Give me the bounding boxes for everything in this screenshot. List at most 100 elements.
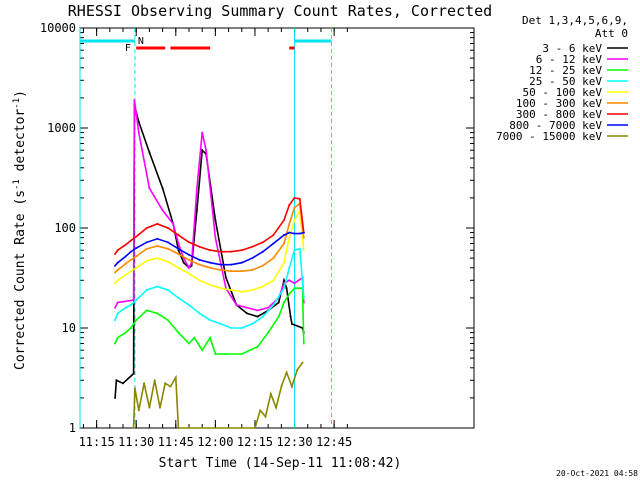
legend-header-line1: Det 1,3,4,5,6,9,	[522, 14, 628, 27]
data-point	[224, 352, 227, 355]
data-point	[195, 187, 198, 190]
data-point	[114, 319, 117, 322]
data-point	[251, 257, 254, 260]
data-point	[298, 247, 301, 250]
data-point	[187, 342, 190, 345]
data-point	[122, 382, 125, 385]
data-point	[282, 301, 285, 304]
data-point	[214, 352, 217, 355]
data-point	[187, 253, 190, 256]
data-point	[132, 427, 135, 429]
data-point	[143, 382, 146, 385]
legend-label: 50 - 100 keV	[523, 86, 603, 99]
data-point	[114, 271, 117, 274]
data-point	[219, 322, 222, 325]
series-line	[114, 247, 305, 329]
data-point	[132, 299, 135, 302]
data-point	[288, 292, 291, 295]
data-point	[209, 261, 212, 264]
data-point	[174, 376, 177, 379]
data-point	[129, 258, 132, 261]
data-point	[280, 385, 283, 388]
data-point	[133, 387, 136, 390]
x-axis-label: Start Time (14-Sep-11 11:08:42)	[159, 456, 402, 471]
data-point	[230, 288, 233, 291]
data-point	[209, 283, 212, 286]
y-axis-label-sup-2: -1	[12, 98, 22, 109]
x-tick-label: 12:45	[316, 435, 352, 449]
legend-label: 12 - 25 keV	[529, 64, 602, 77]
data-point	[156, 312, 159, 315]
data-point	[293, 287, 296, 290]
data-point	[246, 312, 249, 315]
data-point	[148, 151, 151, 154]
data-point	[145, 241, 148, 244]
data-point	[135, 247, 138, 250]
data-point	[267, 306, 270, 309]
x-tick-label: 11:45	[158, 435, 194, 449]
data-point	[230, 270, 233, 273]
data-point	[135, 319, 138, 322]
data-point	[219, 269, 222, 272]
data-point	[135, 299, 138, 302]
data-point	[230, 263, 233, 266]
data-point	[290, 385, 293, 388]
data-point	[256, 345, 259, 348]
data-point	[177, 266, 180, 269]
data-point	[132, 372, 135, 375]
data-point	[288, 236, 291, 239]
series-line	[114, 197, 305, 255]
data-point	[282, 242, 285, 245]
data-point	[288, 222, 291, 225]
data-point	[116, 269, 119, 272]
y-tick-label: 1000	[47, 121, 76, 135]
data-point	[251, 322, 254, 325]
legend-label: 300 - 800 keV	[516, 108, 602, 121]
legend-header-line2: Att 0	[595, 27, 628, 40]
data-point	[153, 379, 156, 382]
data-point	[198, 312, 201, 315]
data-point	[116, 301, 119, 304]
data-point	[195, 209, 198, 212]
data-point	[148, 406, 151, 409]
attenuator-flag-label: N	[138, 36, 144, 47]
data-point	[246, 306, 249, 309]
data-point	[193, 336, 196, 339]
data-point	[235, 303, 238, 306]
data-point	[298, 232, 301, 235]
data-point	[177, 252, 180, 255]
data-point	[282, 219, 285, 222]
legend-label: 800 - 7000 keV	[509, 119, 602, 132]
data-point	[293, 282, 296, 285]
data-point	[177, 247, 180, 250]
data-point	[187, 258, 190, 261]
data-point	[214, 236, 217, 239]
data-point	[290, 322, 293, 325]
data-point	[114, 342, 117, 345]
y-axis-label-sup-1: -1	[12, 179, 22, 190]
data-point	[251, 245, 254, 248]
data-point	[277, 301, 280, 304]
data-point	[129, 303, 132, 306]
data-point	[187, 303, 190, 306]
data-point	[129, 250, 132, 253]
data-point	[288, 266, 291, 269]
data-point	[156, 285, 159, 288]
data-point	[133, 99, 136, 102]
data-point	[116, 279, 119, 282]
data-point	[259, 409, 262, 412]
data-point	[164, 382, 167, 385]
data-point	[124, 306, 127, 309]
data-point	[177, 427, 180, 429]
data-point	[169, 385, 172, 388]
y-tick-label: 10	[62, 321, 76, 335]
data-point	[256, 309, 259, 312]
data-point	[219, 263, 222, 266]
data-point	[302, 342, 305, 345]
data-point	[124, 255, 127, 258]
data-point	[209, 266, 212, 269]
data-point	[272, 279, 275, 282]
y-axis-label: Corrected Count Rate (s-1 detector-1)	[12, 90, 28, 370]
data-point	[205, 149, 208, 152]
